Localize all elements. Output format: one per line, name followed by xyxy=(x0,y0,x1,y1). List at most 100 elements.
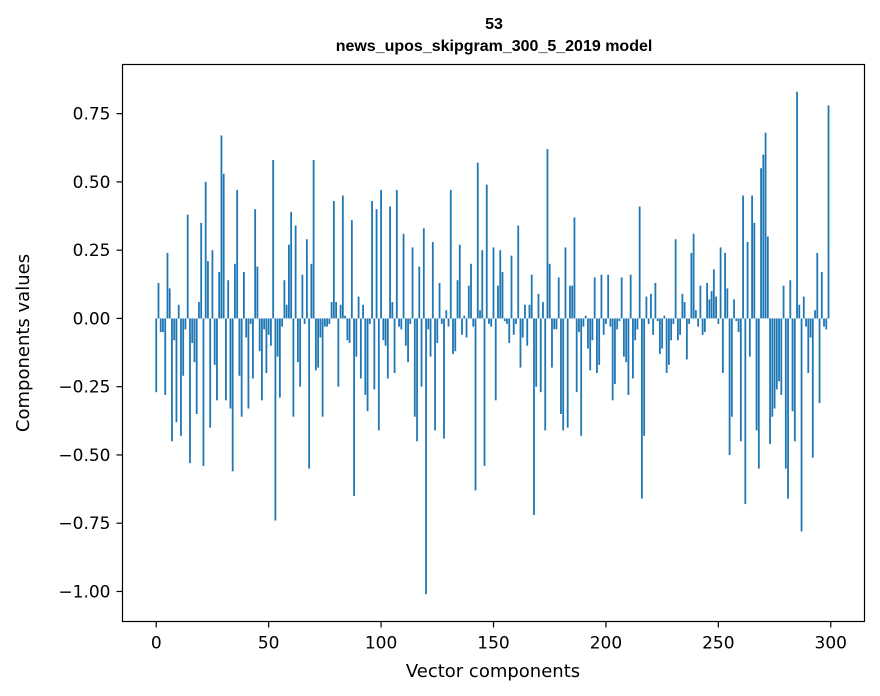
bar-276 xyxy=(775,318,778,390)
bar-133 xyxy=(454,318,457,352)
bar-143 xyxy=(476,162,479,319)
bar-213 xyxy=(634,318,637,341)
bar-241 xyxy=(697,318,700,327)
bar-147 xyxy=(485,184,488,319)
bar-187 xyxy=(575,318,578,393)
chart-title-line2: news_upos_skipgram_300_5_2019 model xyxy=(336,38,653,55)
bar-239 xyxy=(692,233,695,319)
bar-25 xyxy=(211,250,214,319)
bar-49 xyxy=(265,318,268,374)
bar-4 xyxy=(164,318,167,395)
bar-162 xyxy=(519,318,522,368)
bar-190 xyxy=(582,318,585,327)
bar-89 xyxy=(355,318,358,357)
bar-14 xyxy=(186,214,189,319)
bar-58 xyxy=(285,304,288,319)
bar-282 xyxy=(789,280,792,319)
bar-47 xyxy=(261,318,263,401)
bar-137 xyxy=(463,315,466,319)
bar-93 xyxy=(364,318,367,395)
bar-44 xyxy=(254,209,257,319)
bar-199 xyxy=(602,318,605,335)
bar-32 xyxy=(227,280,230,319)
y-tick-label: −0.25 xyxy=(58,378,110,398)
bar-229 xyxy=(670,318,673,341)
bar-269 xyxy=(760,168,762,319)
bar-194 xyxy=(591,318,594,341)
bar-83 xyxy=(341,195,344,319)
bar-196 xyxy=(596,318,598,374)
bar-273 xyxy=(769,318,771,445)
bar-21 xyxy=(202,318,205,466)
bar-268 xyxy=(757,318,760,469)
y-tick-label: 0.75 xyxy=(73,105,111,125)
bar-293 xyxy=(814,310,816,319)
bar-145 xyxy=(481,250,484,319)
bar-228 xyxy=(667,318,670,365)
bar-39 xyxy=(243,272,245,319)
bar-181 xyxy=(562,318,565,431)
bar-285 xyxy=(796,91,798,319)
bar-272 xyxy=(766,236,769,319)
bar-295 xyxy=(818,318,821,404)
bar-206 xyxy=(618,318,621,322)
bar-215 xyxy=(638,206,641,319)
bar-198 xyxy=(600,274,603,319)
bar-160 xyxy=(515,318,517,324)
bar-163 xyxy=(521,318,524,338)
bar-115 xyxy=(413,318,416,417)
bar-104 xyxy=(389,206,391,319)
bar-283 xyxy=(791,318,794,412)
bar-57 xyxy=(283,280,286,319)
bar-64 xyxy=(299,318,302,387)
bar-144 xyxy=(479,310,481,319)
bar-43 xyxy=(252,318,254,379)
bar-2 xyxy=(159,318,162,333)
bar-290 xyxy=(807,318,810,374)
bar-258 xyxy=(735,318,738,322)
bar-142 xyxy=(474,318,477,491)
y-axis-label: Components values xyxy=(13,254,34,432)
bar-85 xyxy=(346,318,349,341)
bar-0 xyxy=(155,318,158,393)
x-tick-label: 50 xyxy=(258,634,280,654)
bar-287 xyxy=(800,318,803,532)
bar-251 xyxy=(719,247,722,319)
bar-157 xyxy=(508,318,511,343)
bar-255 xyxy=(728,318,731,455)
bar-127 xyxy=(440,318,443,324)
bar-9 xyxy=(175,318,178,423)
bar-141 xyxy=(472,318,475,327)
bar-130 xyxy=(447,318,450,327)
bar-17 xyxy=(193,318,196,363)
y-tick-label: −1.00 xyxy=(58,582,110,602)
bar-135 xyxy=(458,244,461,319)
bar-249 xyxy=(715,296,717,319)
y-tick-label: −0.75 xyxy=(58,514,110,534)
bar-79 xyxy=(332,201,335,319)
bar-74 xyxy=(321,318,324,417)
bar-128 xyxy=(443,318,445,439)
bar-114 xyxy=(411,247,414,319)
y-tick-label: 0.00 xyxy=(73,309,111,329)
bar-94 xyxy=(366,318,369,412)
bar-159 xyxy=(512,318,515,335)
bar-279 xyxy=(782,285,785,319)
bar-90 xyxy=(357,296,360,319)
bar-168 xyxy=(533,318,535,516)
bar-172 xyxy=(542,302,544,319)
y-tick-label: −0.50 xyxy=(58,446,110,466)
bar-186 xyxy=(573,217,576,319)
bar-75 xyxy=(323,318,326,327)
bar-185 xyxy=(571,285,574,319)
bar-134 xyxy=(456,280,459,319)
bar-261 xyxy=(742,195,744,319)
x-axis-ticks: 0 50 100 150 200 250 300 xyxy=(151,621,847,654)
bar-109 xyxy=(400,318,403,330)
bar-107 xyxy=(395,190,398,319)
bar-98 xyxy=(375,209,378,319)
bar-253 xyxy=(724,252,726,319)
bar-257 xyxy=(733,299,735,319)
bar-66 xyxy=(303,318,306,324)
bar-70 xyxy=(312,160,315,319)
